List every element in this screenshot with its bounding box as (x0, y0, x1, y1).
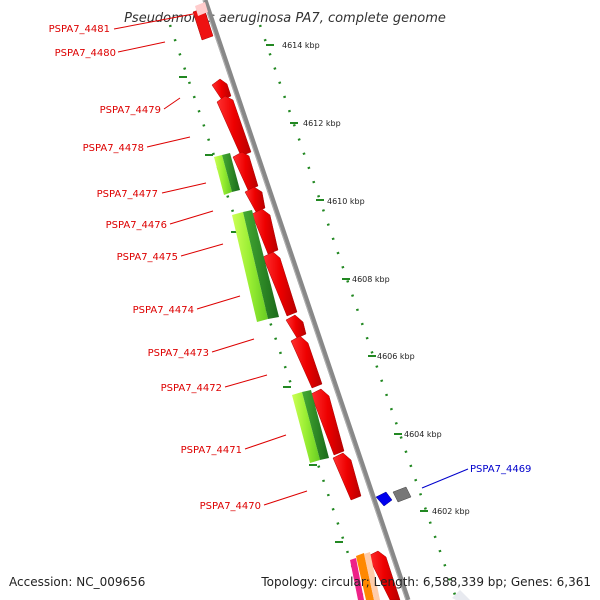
homolog-hits (214, 153, 329, 463)
gene-arrow-grey[interactable] (392, 486, 412, 503)
leader-line (224, 374, 268, 388)
map-title: Pseudomonas aeruginosa PA7, complete gen… (124, 11, 446, 26)
gene-label-4474[interactable]: PSPA7_4474 (133, 305, 194, 316)
gene-label-4476[interactable]: PSPA7_4476 (106, 220, 167, 231)
gene-labels: PSPA7_4481 PSPA7_4480 PSPA7_4479 PSPA7_4… (49, 24, 532, 512)
forward-genes (192, 2, 401, 600)
gene-label-4475[interactable]: PSPA7_4475 (117, 252, 178, 263)
leader-line (163, 97, 181, 110)
gene-arrow-4474[interactable] (285, 314, 307, 339)
gene-arrow-bottom[interactable] (367, 550, 401, 600)
feature-pale (452, 590, 470, 600)
genome-backbone (202, 0, 411, 600)
leader-line (211, 338, 255, 353)
topology-text: Topology: circular; Length: 6,588,339 bp… (260, 575, 591, 589)
homolog-hit-4471-dark (302, 390, 329, 460)
gene-label-4469[interactable]: PSPA7_4469 (470, 464, 531, 475)
gene-label-4481[interactable]: PSPA7_4481 (49, 24, 110, 35)
gene-arrow-4475[interactable] (262, 251, 298, 317)
homolog-hit-4471-light (292, 392, 320, 463)
tick-label: 4608 kbp (352, 275, 390, 284)
feature-magenta (350, 558, 364, 600)
tick-label: 4602 kbp (432, 507, 470, 516)
leader-line (146, 136, 191, 148)
tick-group: 4614 kbp 4612 kbp 4610 kbp 4608 kbp 4606… (179, 41, 470, 543)
leader-line (117, 41, 166, 53)
gene-label-4480[interactable]: PSPA7_4480 (55, 48, 116, 59)
leader-line (263, 490, 308, 506)
leader-line (113, 13, 194, 30)
gene-label-4478[interactable]: PSPA7_4478 (83, 143, 144, 154)
homolog-hit-4477-dark (222, 153, 240, 192)
gene-arrow-4469[interactable] (375, 491, 393, 507)
gene-label-4471[interactable]: PSPA7_4471 (181, 445, 242, 456)
leader-line (196, 295, 241, 310)
gene-label-4473[interactable]: PSPA7_4473 (148, 348, 209, 359)
gene-arrow-4477[interactable] (244, 186, 266, 213)
bottom-features (350, 552, 470, 600)
homolog-hit-4475-dark (243, 210, 279, 319)
tick-label: 4604 kbp (404, 430, 442, 439)
leader-line (421, 468, 469, 489)
leader-lines (113, 13, 469, 506)
tick-label: 4606 kbp (377, 352, 415, 361)
leader-line (180, 243, 224, 257)
tick-label: 4614 kbp (282, 41, 320, 50)
homolog-hit-4475-light (232, 212, 268, 322)
gene-arrow-4470[interactable] (332, 452, 362, 501)
leader-line (244, 434, 287, 450)
tick-label: 4612 kbp (303, 119, 341, 128)
feature-orange (356, 553, 374, 600)
gene-arrow-4471[interactable] (310, 388, 345, 456)
gene-label-4470[interactable]: PSPA7_4470 (200, 501, 261, 512)
accession-text: Accession: NC_009656 (9, 575, 145, 589)
homolog-hit-4477-light (214, 155, 232, 195)
gene-arrow-4480[interactable] (211, 78, 232, 101)
gene-arrow-4473[interactable] (290, 335, 323, 389)
tick-label: 4610 kbp (327, 197, 365, 206)
genome-backbone-highlight (202, 0, 407, 600)
gene-label-4479[interactable]: PSPA7_4479 (100, 105, 161, 116)
gene-arrow-4478[interactable] (232, 151, 259, 191)
gene-arrow-4479[interactable] (216, 95, 252, 157)
gene-label-4477[interactable]: PSPA7_4477 (97, 189, 158, 200)
leader-line (161, 182, 207, 194)
gc-content-track (258, 24, 457, 596)
leader-line (169, 210, 214, 225)
feature-salmon (364, 552, 380, 600)
gene-arrow-4476[interactable] (251, 208, 279, 255)
gene-label-4472[interactable]: PSPA7_4472 (161, 383, 222, 394)
gene-arrow-4481-cap (195, 2, 208, 16)
